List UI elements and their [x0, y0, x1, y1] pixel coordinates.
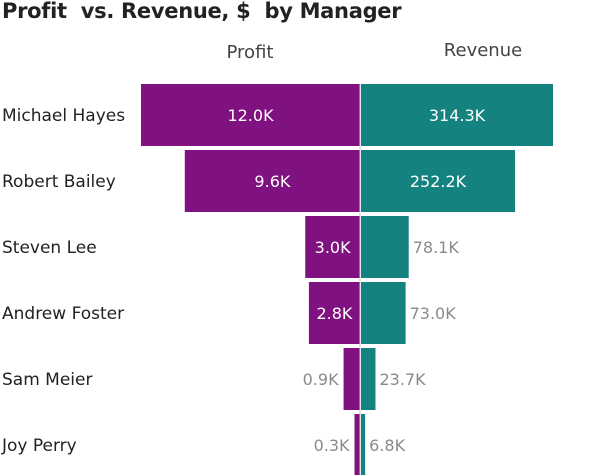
- profit-bar: [354, 414, 360, 475]
- revenue-bar: [361, 282, 406, 344]
- revenue-value-label: 23.7K: [379, 370, 426, 389]
- category-label: Steven Lee: [2, 238, 97, 258]
- revenue-bar: [361, 414, 366, 475]
- profit-column-header: Profit: [227, 42, 274, 63]
- revenue-bar: [361, 150, 516, 212]
- revenue-value-label: 314.3K: [429, 106, 486, 125]
- revenue-value-label: 252.2K: [410, 172, 467, 191]
- revenue-column-header: Revenue: [444, 40, 522, 61]
- profit-value-label: 3.0K: [315, 238, 351, 257]
- revenue-value-label: 73.0K: [410, 304, 457, 323]
- profit-value-label: 0.9K: [303, 370, 339, 389]
- profit-bar: [343, 348, 360, 410]
- profit-bar: [308, 282, 360, 344]
- revenue-value-label: 6.8K: [369, 436, 405, 455]
- profit-bar: [305, 216, 360, 278]
- profit-value-label: 9.6K: [254, 172, 290, 191]
- profit-value-label: 12.0K: [227, 106, 274, 125]
- revenue-bar: [361, 216, 409, 278]
- profit-bar: [141, 84, 360, 146]
- revenue-bar: [361, 348, 376, 410]
- category-label: Robert Bailey: [2, 172, 116, 192]
- revenue-value-label: 78.1K: [413, 238, 460, 257]
- profit-value-label: 2.8K: [316, 304, 352, 323]
- chart-title: Profit vs. Revenue, $ by Manager: [2, 0, 402, 23]
- category-label: Michael Hayes: [2, 106, 125, 126]
- profit-value-label: 0.3K: [314, 436, 350, 455]
- category-label: Joy Perry: [1, 436, 77, 456]
- revenue-bar: [361, 84, 553, 146]
- category-label: Sam Meier: [2, 370, 92, 390]
- profit-bar: [184, 150, 360, 212]
- category-label: Andrew Foster: [2, 304, 124, 324]
